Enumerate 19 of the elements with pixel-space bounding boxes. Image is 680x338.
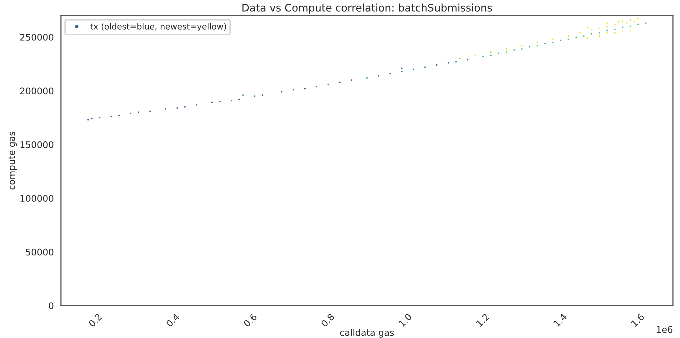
x-axis-title: calldata gas bbox=[340, 329, 394, 338]
x-tick-label: 0.6 bbox=[243, 313, 258, 328]
y-tick-label: 100000 bbox=[20, 195, 54, 202]
y-tick-label: 0 bbox=[49, 302, 54, 310]
x-tick-label: 0.8 bbox=[320, 313, 335, 328]
x-tick-label: 0.4 bbox=[166, 313, 180, 328]
y-axis-title: compute gas bbox=[8, 132, 18, 190]
chart-title: Data vs Compute correlation: batchSubmissions bbox=[242, 4, 492, 14]
text: 1e6 bbox=[657, 326, 673, 334]
legend-label: tx (oldest=blue, newest=yellow) bbox=[90, 23, 226, 32]
y-tick-label: 50000 bbox=[26, 248, 54, 256]
x-tick-label: 1.4 bbox=[554, 313, 568, 328]
x-tick-label: 1.2 bbox=[476, 314, 490, 328]
y-tick-label: 250000 bbox=[20, 34, 54, 41]
x-tick-label: 0.2 bbox=[88, 314, 102, 328]
x-tick-label: 1.6 bbox=[630, 313, 645, 328]
y-tick-label: 200000 bbox=[20, 88, 54, 95]
y-tick-label: 150000 bbox=[20, 142, 54, 148]
x-tick-label: 1.0 bbox=[398, 313, 412, 328]
